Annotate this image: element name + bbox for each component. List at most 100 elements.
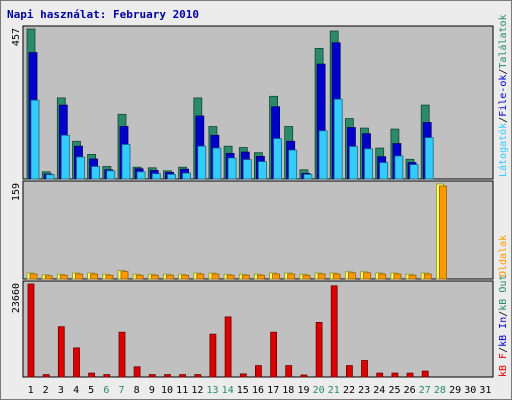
bar-kbf-day-22	[345, 365, 353, 378]
bar-oldalak-day-4	[75, 273, 83, 280]
x-tick-label-day-14: 14	[222, 385, 234, 396]
x-tick-label-day-30: 30	[464, 385, 476, 396]
x-tick-label-day-4: 4	[73, 385, 79, 396]
bar-oldalak-day-7	[120, 271, 129, 280]
bar-ltogatk-day-22	[348, 146, 358, 180]
bar-ltogatk-day-19	[303, 173, 313, 180]
x-tick-label-day-7: 7	[118, 385, 124, 396]
x-tick-label-day-23: 23	[358, 385, 370, 396]
bar-kbf-day-3	[57, 326, 65, 378]
bar-oldalak-day-15	[241, 274, 250, 280]
bar-oldalak-day-25	[393, 273, 402, 280]
bar-oldalak-day-27	[423, 273, 432, 280]
bar-kbf-day-9	[148, 374, 156, 378]
legend-middle: Oldalak	[498, 235, 509, 277]
legend-top-item-1: /	[498, 117, 509, 123]
x-tick-label-day-16: 16	[252, 385, 264, 396]
bar-ltogatk-day-17	[273, 138, 283, 180]
bar-ltogatk-day-7	[121, 144, 131, 180]
bar-ltogatk-day-16	[257, 161, 267, 180]
bar-oldalak-day-16	[256, 274, 265, 280]
panel-2-ymax-label: 159	[11, 183, 22, 201]
bar-ltogatk-day-24	[379, 162, 389, 180]
x-tick-label-day-10: 10	[161, 385, 173, 396]
x-tick-label-day-28: 28	[434, 385, 446, 396]
bar-oldalak-day-20	[317, 273, 326, 280]
bar-oldalak-day-19	[302, 274, 311, 280]
bar-oldalak-day-1	[29, 273, 38, 280]
bar-oldalak-day-2	[44, 275, 53, 280]
bar-kbf-day-12	[194, 374, 202, 378]
bar-oldalak-day-24	[378, 273, 387, 280]
bar-oldalak-day-22	[347, 272, 356, 280]
bar-oldalak-day-17	[272, 273, 281, 280]
legend-top-item-4: Találatok	[497, 14, 509, 68]
bar-kbf-day-26	[406, 372, 414, 378]
bar-oldalak-day-10	[166, 274, 174, 280]
x-tick-label-day-2: 2	[43, 385, 49, 396]
x-tick-label-day-9: 9	[149, 385, 155, 396]
bar-oldalak-day-11	[181, 274, 190, 280]
x-tick-label-day-20: 20	[313, 385, 325, 396]
bar-kbf-day-15	[239, 373, 247, 378]
x-tick-label-day-3: 3	[58, 385, 64, 396]
bar-ltogatk-day-23	[364, 148, 373, 180]
bar-kbf-day-1	[27, 283, 35, 378]
bar-ltogatk-day-6	[106, 170, 116, 180]
x-tick-label-day-17: 17	[267, 385, 279, 396]
bar-ltogatk-day-9	[151, 173, 161, 180]
panel-2-plot-area	[22, 180, 494, 280]
bar-ltogatk-day-12	[197, 145, 207, 180]
bar-oldalak-day-28	[438, 185, 447, 280]
bar-kbf-day-20	[315, 321, 323, 378]
bar-oldalak-day-6	[105, 274, 114, 280]
x-tick-label-day-12: 12	[191, 385, 203, 396]
bar-ltogatk-day-26	[409, 164, 419, 180]
legend-top-item-0: Látogatók	[497, 123, 509, 177]
chart-title: Napi használat: February 2010	[7, 8, 200, 21]
x-tick-label-day-27: 27	[419, 385, 431, 396]
x-tick-label-day-31: 31	[479, 385, 491, 396]
x-tick-label-day-26: 26	[404, 385, 416, 396]
bar-kbf-day-11	[179, 374, 187, 378]
x-tick-label-day-21: 21	[328, 385, 340, 396]
legend-top-item-2: File-ok	[498, 75, 509, 117]
bar-kbf-day-19	[300, 374, 308, 378]
bar-kbf-day-10	[164, 374, 171, 378]
bar-kbf-day-2	[42, 374, 50, 378]
x-tick-label-day-13: 13	[206, 385, 218, 396]
x-tick-label-day-22: 22	[343, 385, 355, 396]
bar-ltogatk-day-25	[394, 155, 404, 180]
panel-3-plot-area	[22, 280, 494, 378]
bar-kbf-day-23	[361, 360, 368, 378]
x-tick-label-day-19: 19	[297, 385, 309, 396]
legend-bottom-item-2: kB In	[498, 317, 509, 347]
bar-kbf-day-24	[376, 372, 384, 378]
bar-kbf-day-4	[73, 347, 80, 378]
bar-ltogatk-day-11	[182, 172, 192, 180]
bar-oldalak-day-8	[135, 274, 144, 280]
bar-ltogatk-day-2	[45, 174, 55, 180]
bar-ltogatk-day-15	[242, 159, 252, 180]
x-tick-label-day-6: 6	[103, 385, 109, 396]
legend-bottom-item-0: kB F	[498, 353, 509, 377]
bar-oldalak-day-14	[226, 274, 235, 280]
x-tick-label-day-29: 29	[449, 385, 461, 396]
bar-oldalak-day-13	[211, 273, 220, 280]
legend-bottom-item-3: /	[498, 311, 509, 317]
bar-ltogatk-day-27	[424, 137, 434, 180]
bar-oldalak-day-5	[90, 273, 98, 280]
bar-oldalak-day-23	[363, 272, 371, 280]
bar-kbf-day-14	[224, 316, 232, 378]
bar-kbf-day-18	[285, 365, 293, 378]
bar-kbf-day-21	[330, 285, 338, 378]
x-tick-label-day-5: 5	[88, 385, 94, 396]
bar-oldalak-day-18	[287, 273, 296, 280]
bar-oldalak-day-12	[196, 273, 205, 280]
x-tick-label-day-15: 15	[237, 385, 249, 396]
bar-ltogatk-day-4	[76, 156, 85, 180]
bar-oldalak-day-9	[150, 274, 159, 280]
legend-bottom: kB F/kB In/kB Out	[498, 275, 509, 377]
panel-1-ymax-label: 457	[11, 28, 22, 46]
